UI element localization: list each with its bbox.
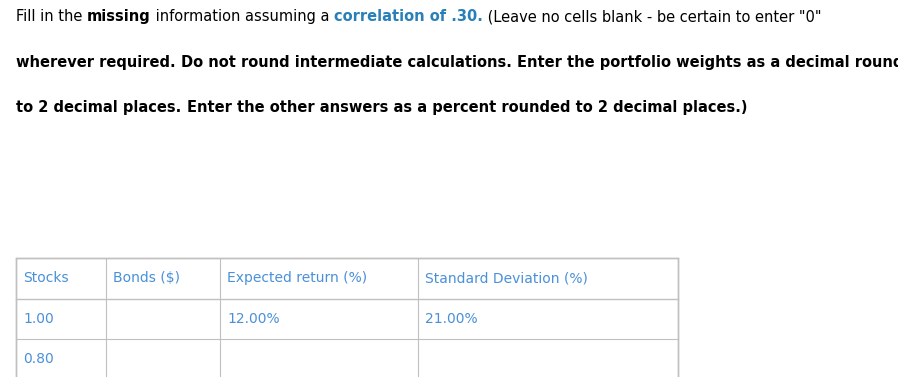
Text: 0.80: 0.80: [23, 352, 54, 366]
Text: Enter the other answers as a percent rounded to 2 decimal places.): Enter the other answers as a percent rou…: [187, 100, 747, 115]
Text: information assuming a: information assuming a: [151, 9, 334, 25]
Text: 12.00%: 12.00%: [227, 312, 280, 326]
Text: correlation of .30.: correlation of .30.: [334, 9, 483, 25]
Text: Fill in the: Fill in the: [16, 9, 87, 25]
Text: Bonds ($): Bonds ($): [113, 271, 180, 285]
Text: 21.00%: 21.00%: [425, 312, 478, 326]
Bar: [16, 258, 678, 377]
Text: Enter the portfolio weights as a decimal rounded: Enter the portfolio weights as a decimal…: [517, 55, 898, 70]
Text: wherever required.: wherever required.: [16, 55, 180, 70]
Text: to 2 decimal places.: to 2 decimal places.: [16, 100, 187, 115]
Text: Standard Deviation (%): Standard Deviation (%): [425, 271, 587, 285]
Text: Expected return (%): Expected return (%): [227, 271, 367, 285]
Text: (Leave no cells blank - be certain to enter "0": (Leave no cells blank - be certain to en…: [483, 9, 822, 25]
Text: 1.00: 1.00: [23, 312, 54, 326]
Text: missing: missing: [87, 9, 151, 25]
Text: Stocks: Stocks: [23, 271, 69, 285]
Text: Do not round intermediate calculations.: Do not round intermediate calculations.: [180, 55, 517, 70]
